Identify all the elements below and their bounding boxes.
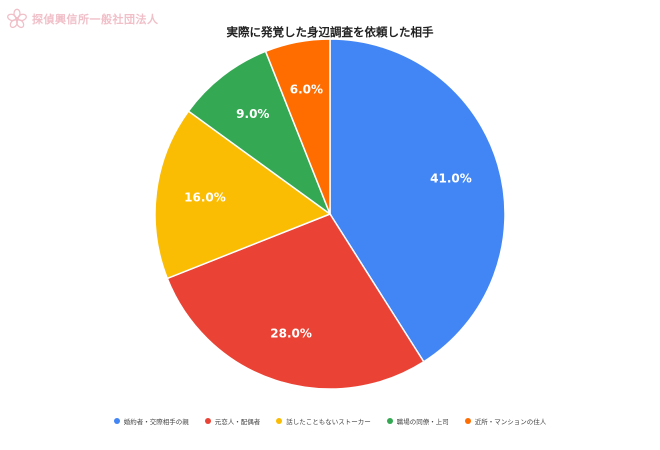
legend-swatch	[113, 418, 120, 424]
legend-swatch	[204, 418, 211, 424]
legend-swatch	[464, 418, 471, 424]
legend-item-1: 婚約者・交際相手の親	[113, 416, 189, 426]
pie-labels: 41.0% 28.0% 16.0% 9.0% 6.0%	[184, 83, 472, 341]
pie-slice-label-1: 41.0%	[430, 171, 472, 185]
pie-slice-label-5: 6.0%	[290, 83, 323, 97]
pie-slice-4	[187, 50, 332, 217]
pie-slice-label-3: 16.0%	[184, 191, 226, 205]
cherry-blossom-logo-icon	[7, 8, 27, 29]
legend-swatch	[386, 418, 393, 424]
legend-label: 話したこともないストーカー	[286, 418, 371, 426]
legend-label: 婚約者・交際相手の親	[123, 418, 189, 426]
watermark-text: 探偵興信所一般社団法人	[32, 13, 159, 26]
pie-slices	[154, 38, 506, 390]
legend-label: 近所・マンションの住人	[474, 418, 547, 426]
pie-slice-3	[154, 110, 332, 280]
chart-title: 実際に発覚した身辺調査を依頼した相手	[226, 25, 434, 39]
pie-slice-label-4: 9.0%	[236, 107, 269, 121]
pie-slice-2	[166, 213, 425, 390]
legend-item-3: 話したこともないストーカー	[276, 416, 371, 426]
chart-legend: 婚約者・交際相手の親 元恋人・配偶者 話したこともないストーカー 職場の同僚・上司 近所…	[0, 416, 660, 426]
legend-label: 職場の同僚・上司	[396, 418, 449, 426]
legend-item-5: 近所・マンションの住人	[464, 416, 547, 426]
legend-item-2: 元恋人・配偶者	[204, 416, 261, 426]
watermark: 探偵興信所一般社団法人	[6, 8, 159, 30]
legend-item-4: 職場の同僚・上司	[386, 416, 449, 426]
pie-slice-1	[329, 38, 506, 363]
legend-label: 元恋人・配偶者	[214, 418, 261, 426]
pie-slice-5	[264, 38, 331, 215]
pie-slice-label-2: 28.0%	[270, 326, 312, 340]
legend-swatch	[276, 418, 283, 424]
